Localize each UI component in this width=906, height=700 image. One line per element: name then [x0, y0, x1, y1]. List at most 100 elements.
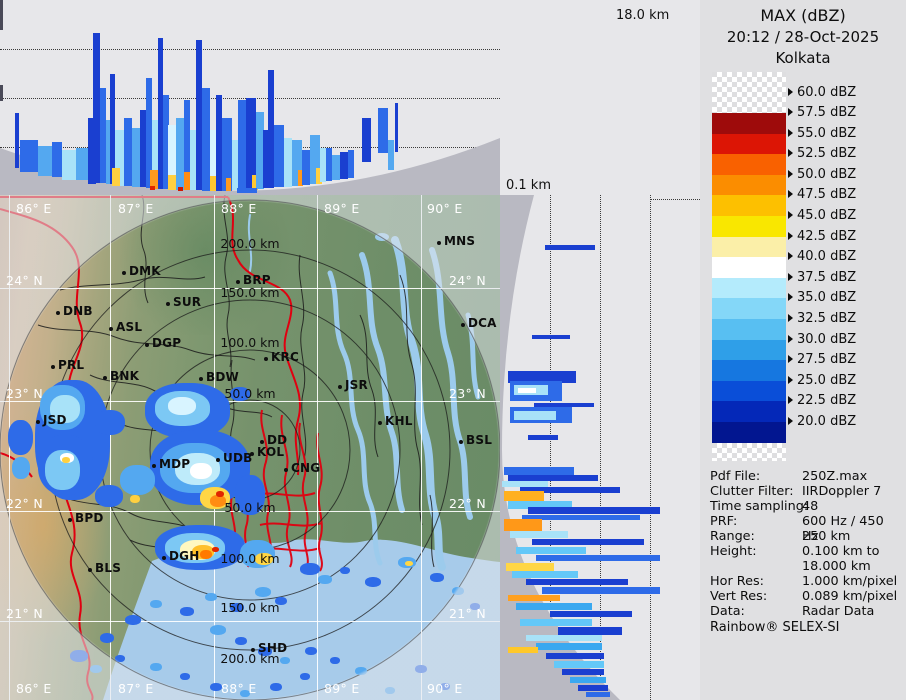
- echo-cell: [237, 188, 257, 193]
- scale-label: 42.5 dBZ: [788, 229, 856, 244]
- radar-map-panel: 86° E 86° E 87° E 87° E 88° E 88° E 89° E 89° E…: [0, 195, 500, 700]
- echo-cell: [508, 371, 576, 383]
- echo-cell: [558, 627, 622, 635]
- echo-cell: [110, 74, 115, 184]
- echo-cell: [395, 103, 398, 152]
- city-dot: [56, 311, 60, 315]
- city-code: MNS: [444, 234, 476, 248]
- latitude-label: 21° N: [449, 606, 486, 621]
- echo-cell: [508, 475, 598, 481]
- scale-label: 32.5 dBZ: [788, 311, 856, 326]
- height-gridline: [600, 195, 601, 700]
- range-ring-label: 50.0 km: [224, 386, 276, 401]
- city-code: DGP: [152, 336, 182, 350]
- echo-cell: [526, 579, 628, 585]
- software-brand: Rainbow® SELEX-SI: [710, 620, 840, 635]
- longitude-label: 88° E: [221, 201, 257, 216]
- echo-cell: [152, 120, 160, 188]
- range-ring-label: 150.0 km: [220, 285, 280, 300]
- echo-cell: [202, 88, 210, 191]
- product-datetime: 20:12 / 28-Oct-2025: [726, 28, 880, 46]
- city-dot: [88, 568, 92, 572]
- scale-label: 50.0 dBZ: [788, 167, 856, 182]
- echo-cell: [210, 130, 216, 191]
- longitude-label: 87° E: [118, 201, 154, 216]
- echo-cell: [534, 403, 594, 407]
- echo-cell: [508, 501, 572, 509]
- echo-cell: [302, 150, 310, 185]
- range-ring-label: 100.0 km: [220, 551, 280, 566]
- scale-label: 40.0 dBZ: [788, 249, 856, 264]
- echo-cell: [158, 38, 163, 189]
- color-scale: [712, 72, 786, 461]
- city-dot: [109, 327, 113, 331]
- range-ring-labels: 200.0 km 150.0 km 100.0 km 50.0 km 50.0 km 10…: [0, 195, 500, 700]
- echo-cell: [388, 140, 394, 170]
- city-code: DNB: [63, 304, 93, 318]
- longitude-label: 90° E: [427, 201, 463, 216]
- echo-cell: [256, 112, 264, 189]
- echo-cell: [504, 519, 542, 531]
- echo-cell: [88, 118, 96, 184]
- city-dot: [250, 452, 254, 456]
- city-dot: [260, 440, 264, 444]
- echo-cell: [512, 571, 578, 578]
- echo-cell: [38, 146, 52, 176]
- city-dot: [378, 421, 382, 425]
- earth-curvature-band: [0, 138, 500, 195]
- city-code: BSL: [466, 433, 493, 447]
- echo-cell: [298, 170, 303, 186]
- legend-title: MAX (dBZ) 20:12 / 28-Oct-2025 Kolkata: [700, 6, 906, 67]
- city-code: BNK: [110, 369, 140, 383]
- ew-cross-section-panel: [0, 0, 500, 195]
- latitude-label: 23° N: [449, 386, 486, 401]
- city-dot: [216, 458, 220, 462]
- city-dot: [459, 440, 463, 444]
- echo-cell: [536, 555, 660, 561]
- echo-cell: [100, 88, 106, 183]
- height-gridline: [0, 49, 500, 50]
- latitude-label: 21° N: [6, 606, 43, 621]
- scale-label: 37.5 dBZ: [788, 270, 856, 285]
- echo-cell: [216, 95, 222, 191]
- city-dot: [68, 518, 72, 522]
- echo-cell: [226, 178, 231, 191]
- range-ring-label: 150.0 km: [220, 600, 280, 615]
- echo-cell: [168, 175, 176, 190]
- longitude-label: 88° E: [221, 681, 257, 696]
- city-dot: [162, 556, 166, 560]
- city-dot: [461, 323, 465, 327]
- height-gridline: [650, 195, 651, 700]
- echo-cell: [516, 603, 592, 610]
- city-code: SHD: [258, 641, 288, 655]
- city-dot: [122, 271, 126, 275]
- echo-cell: [163, 95, 169, 189]
- city-code: KOL: [257, 445, 285, 459]
- echo-cell: [76, 148, 88, 180]
- echo-cell: [146, 78, 152, 188]
- station-name: Kolkata: [775, 49, 831, 67]
- latitude-label: 22° N: [6, 496, 43, 511]
- echo-cell: [348, 150, 354, 178]
- echo-cell: [378, 108, 388, 153]
- latitude-label: 22° N: [449, 496, 486, 511]
- echo-cell: [520, 487, 620, 493]
- echo-cell: [178, 187, 183, 191]
- scale-label: 27.5 dBZ: [788, 352, 856, 367]
- geo-labels: 86° E 86° E 87° E 87° E 88° E 88° E 89° E 89° E…: [0, 195, 500, 700]
- city-code: DD: [267, 433, 288, 447]
- echo-cell: [326, 148, 332, 181]
- echo-cell: [546, 653, 604, 659]
- echo-cell: [20, 140, 38, 172]
- scale-label: 60.0 dBZ: [788, 85, 856, 100]
- city-dot: [199, 377, 203, 381]
- city-dot: [152, 464, 156, 468]
- echo-cell: [62, 150, 76, 180]
- scale-label: 20.0 dBZ: [788, 414, 856, 429]
- echo-cell: [222, 118, 232, 191]
- city-code: DGH: [169, 549, 200, 563]
- city-dot: [338, 385, 342, 389]
- echo-cell: [263, 130, 269, 188]
- echo-cell: [510, 531, 568, 538]
